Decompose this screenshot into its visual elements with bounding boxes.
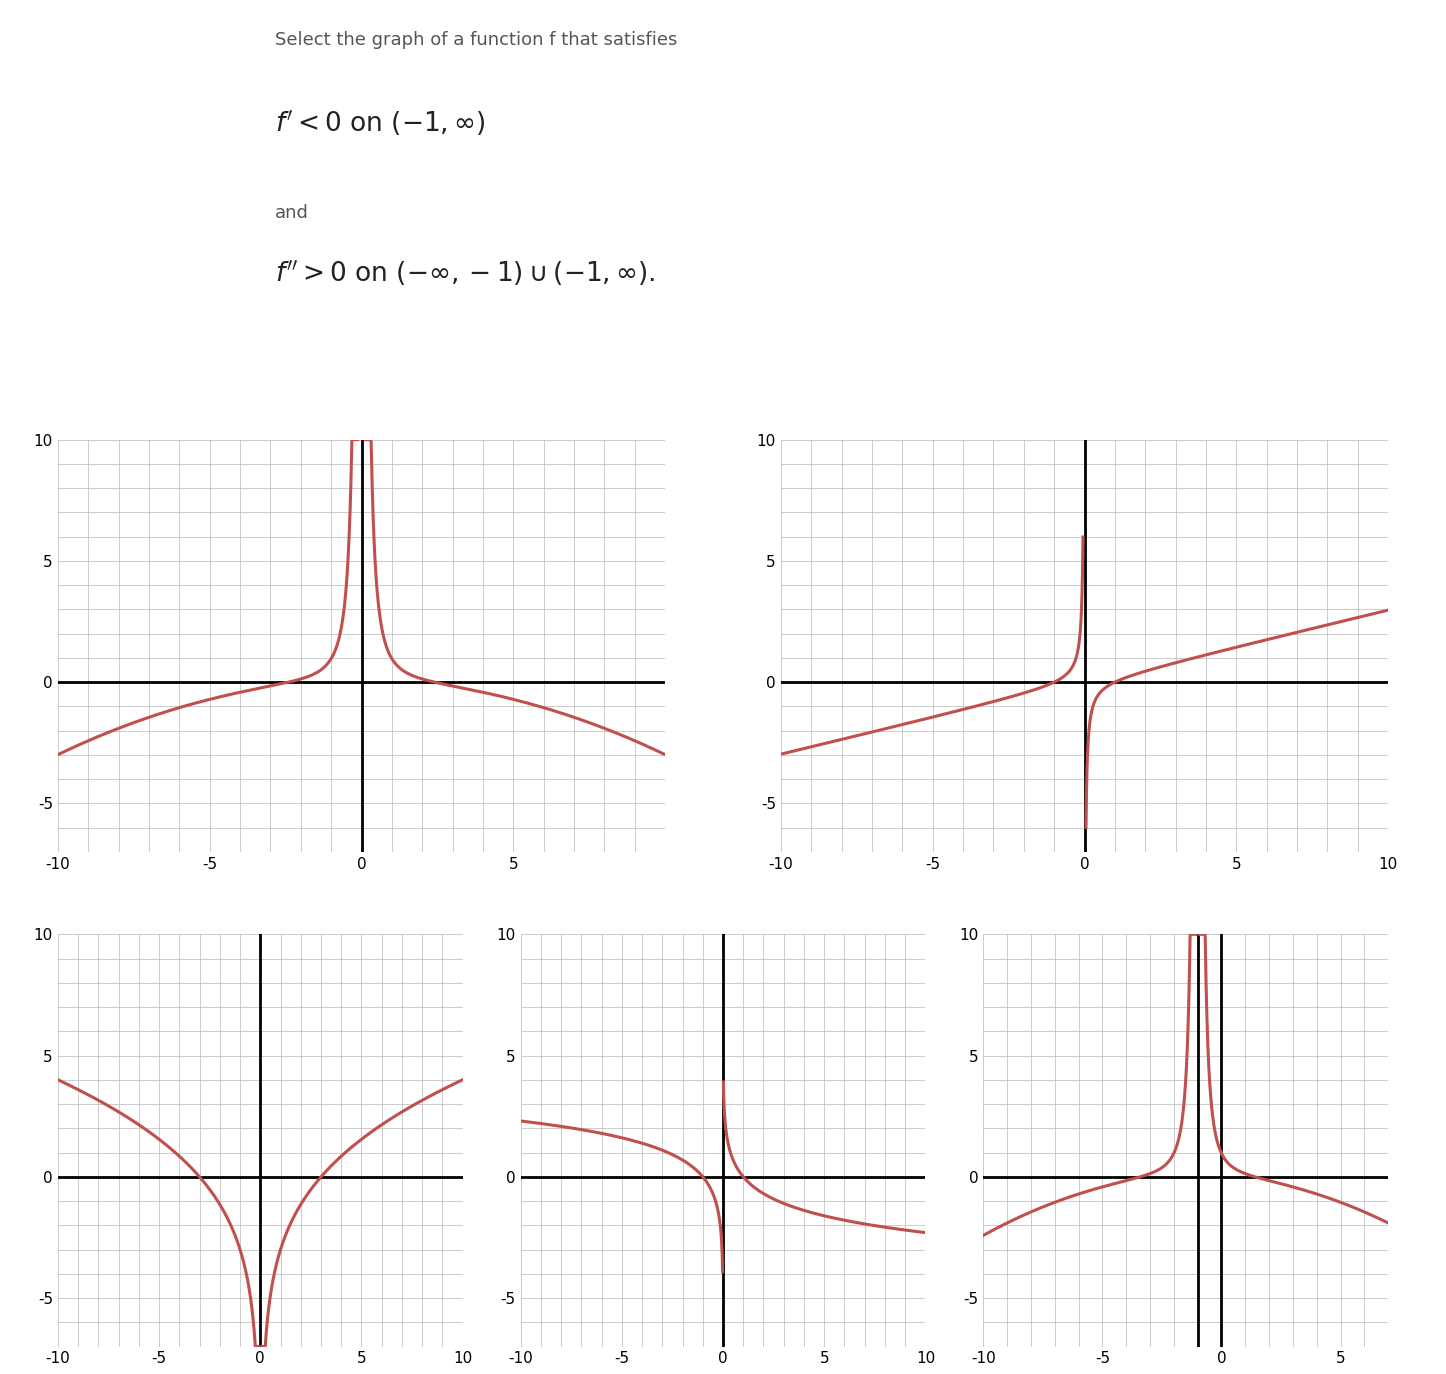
Text: and: and [275, 203, 308, 223]
Text: $f' < 0$ on $(-1, \infty)$: $f' < 0$ on $(-1, \infty)$ [275, 107, 486, 137]
Text: $f'' > 0$ on $(-\infty, -1) \cup (-1, \infty).$: $f'' > 0$ on $(-\infty, -1) \cup (-1, \i… [275, 258, 655, 287]
Text: Select the graph of a function f that satisfies: Select the graph of a function f that sa… [275, 30, 677, 49]
